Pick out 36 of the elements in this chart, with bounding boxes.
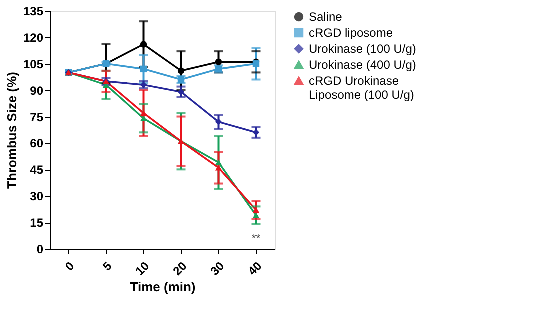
x-axis-title: Time (min) <box>130 280 196 295</box>
x-tick-label: 5 <box>100 258 115 274</box>
legend-label: cRGD liposome <box>309 26 394 40</box>
y-tick-label: 105 <box>23 57 44 72</box>
point <box>252 207 260 214</box>
point <box>215 160 222 166</box>
point <box>140 41 148 48</box>
x-tick-label: 10 <box>132 258 152 278</box>
x-tick-label: 30 <box>208 258 228 278</box>
point <box>140 66 148 73</box>
point <box>215 58 222 66</box>
x-tick-label: 20 <box>170 258 190 278</box>
point <box>140 116 148 122</box>
legend-label: Urokinase (100 U/g) <box>309 42 416 56</box>
y-tick-label: 15 <box>30 216 44 230</box>
y-tick-label: 45 <box>30 163 44 178</box>
point <box>252 129 260 136</box>
y-tick-label: 75 <box>30 110 44 124</box>
point <box>215 165 222 171</box>
legend-label: Saline <box>309 10 343 24</box>
y-tick-label: 30 <box>30 190 44 204</box>
y-tick-label: 60 <box>30 136 44 151</box>
y-tick-label: 120 <box>23 30 44 45</box>
point <box>178 68 185 74</box>
legend-label: cRGD Urokinase Liposome (100 U/g) <box>309 74 414 102</box>
x-tick-label: 40 <box>245 258 265 278</box>
y-tick-label: 90 <box>30 84 44 98</box>
point <box>252 212 260 218</box>
legend-label: Urokinase (400 U/g) <box>309 58 416 72</box>
y-tick-label: 0 <box>36 242 44 256</box>
annotation: ** <box>252 233 262 245</box>
y-tick-label: 135 <box>23 4 44 18</box>
x-tick-label: 0 <box>62 258 78 274</box>
y-axis-title: Thrombus Size (%) <box>4 72 20 190</box>
point <box>215 118 222 126</box>
point <box>178 88 185 96</box>
